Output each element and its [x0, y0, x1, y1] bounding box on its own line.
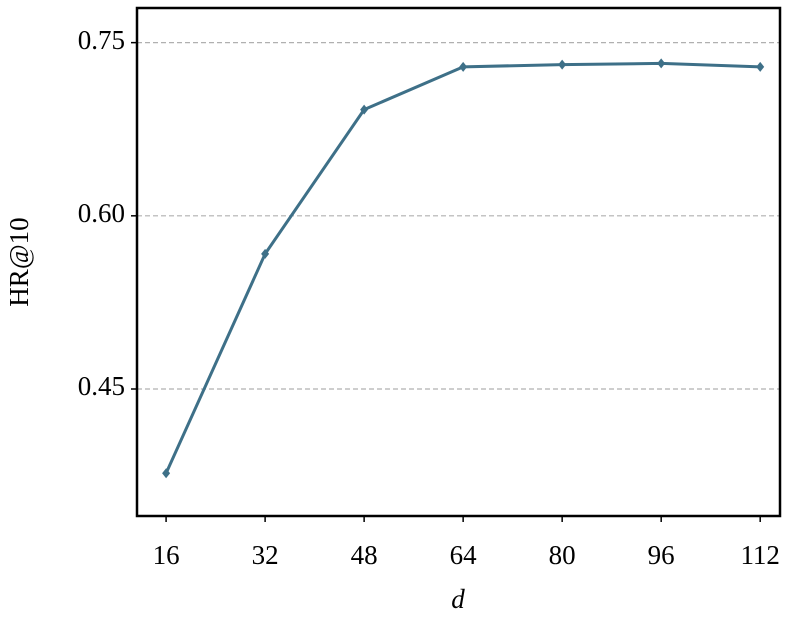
marker: [261, 248, 270, 259]
x-tick-label: 80: [549, 540, 576, 570]
y-tick-label: 0.60: [78, 198, 125, 228]
marker: [558, 59, 567, 70]
x-tick-label: 96: [648, 540, 675, 570]
marker: [162, 468, 171, 479]
x-tick-label: 16: [153, 540, 180, 570]
plot-frame: [135, 6, 782, 518]
x-tick-label: 32: [252, 540, 279, 570]
marker: [756, 61, 765, 72]
line: [164, 61, 761, 474]
x-axis-label: d: [451, 584, 465, 614]
marker: [459, 61, 468, 72]
x-tick-label: 48: [351, 540, 378, 570]
y-axis-label: HR@10: [4, 217, 34, 306]
y-tick-label: 0.75: [78, 25, 125, 55]
y-tick-label: 0.45: [78, 371, 125, 401]
x-tick-label: 112: [740, 540, 780, 570]
x-tick-label: 64: [450, 540, 478, 570]
marker: [360, 104, 369, 115]
marker: [657, 58, 666, 69]
